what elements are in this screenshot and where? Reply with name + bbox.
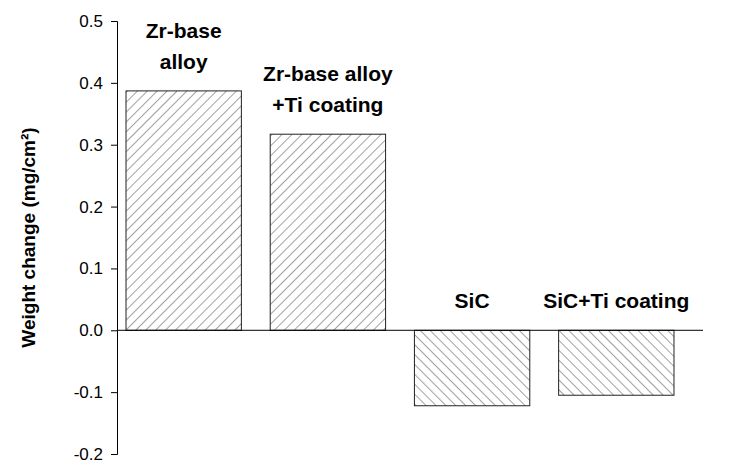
bar <box>126 91 241 330</box>
y-tick-label: 0.3 <box>79 136 103 155</box>
y-tick-mark <box>111 392 117 393</box>
bar <box>414 330 529 405</box>
category-label-line: alloy <box>160 50 208 73</box>
category-label: Zr-base alloy <box>146 19 222 73</box>
y-tick: 0.3 <box>79 136 117 155</box>
y-tick: 0.5 <box>79 12 117 31</box>
y-tick-mark <box>111 83 117 84</box>
y-tick: -0.2 <box>74 445 117 464</box>
category-label-line: Zr-base <box>146 19 222 42</box>
y-tick-label: 0.0 <box>79 321 103 340</box>
y-tick-mark <box>111 268 117 269</box>
y-axis-title: Weight change (mg/cm²) <box>18 127 39 347</box>
y-tick-label: 0.1 <box>79 259 103 278</box>
bar <box>270 134 385 330</box>
category-label-line: SiC+Ti coating <box>543 289 689 312</box>
bar <box>559 330 674 395</box>
y-tick-label: -0.1 <box>74 383 103 402</box>
y-tick: 0.4 <box>79 74 117 93</box>
y-tick: 0.2 <box>79 198 117 217</box>
y-tick: 0.1 <box>79 259 117 278</box>
y-axis: -0.2 -0.1 0.0 0.1 0.2 0.3 0.4 0.5 <box>74 12 118 464</box>
category-label: Zr-base alloy +Ti coating <box>263 62 393 116</box>
category-label: SiC <box>455 289 490 312</box>
category-label-line: SiC <box>455 289 490 312</box>
zero-line <box>117 330 703 331</box>
y-axis-line <box>111 22 118 455</box>
y-tick-mark <box>111 207 117 208</box>
category-label-line: +Ti coating <box>272 93 383 116</box>
y-tick-mark <box>111 21 117 22</box>
chart: -0.2 -0.1 0.0 0.1 0.2 0.3 0.4 0.5 Weight change … <box>0 0 734 476</box>
y-tick-mark <box>111 330 117 331</box>
category-label-line: Zr-base alloy <box>263 62 393 85</box>
y-tick-label: 0.4 <box>79 74 103 93</box>
category-label: SiC+Ti coating <box>543 289 689 312</box>
y-tick-label: 0.2 <box>79 198 103 217</box>
y-tick-mark <box>111 145 117 146</box>
y-tick-mark <box>111 454 117 455</box>
y-tick-label: 0.5 <box>79 12 103 31</box>
y-tick: 0.0 <box>79 321 117 340</box>
bars <box>126 91 674 406</box>
y-tick-label: -0.2 <box>74 445 103 464</box>
y-tick: -0.1 <box>74 383 117 402</box>
